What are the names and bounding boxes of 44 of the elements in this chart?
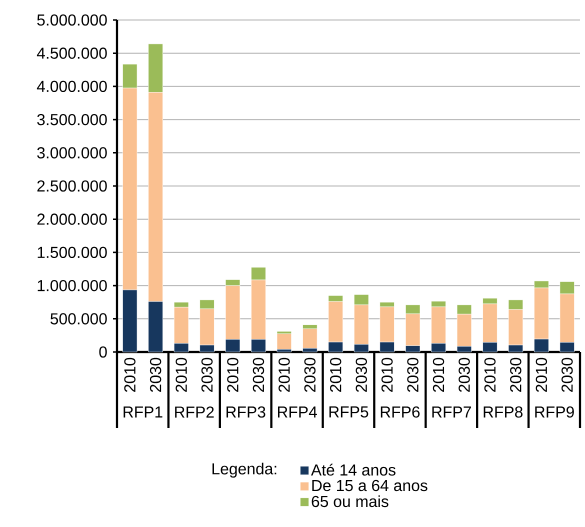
x-tick-label: 2030	[562, 358, 573, 392]
x-tick-label: 2010	[227, 358, 238, 392]
y-tick-label: 5.000.000	[37, 14, 107, 26]
x-tick-label: 2010	[536, 358, 548, 392]
x-tick-label: 2030	[458, 358, 470, 392]
text: RFP1	[124, 406, 162, 418]
x-tick-label: 2010	[124, 358, 136, 392]
y-tick-label: 0	[99, 346, 107, 358]
x-tick-label: 2030	[304, 358, 316, 392]
text: RFP4	[278, 406, 317, 418]
legend-label: 65 ou mais	[312, 495, 388, 508]
x-tick-label: 2010	[484, 358, 496, 392]
y-tick-label: 3.500.000	[37, 114, 107, 126]
x-tick-label: 2030	[510, 358, 522, 392]
text: RFP6	[380, 406, 420, 418]
legend-label: De 15 a 64 anos	[312, 480, 428, 492]
x-tick-label: 2030	[252, 358, 264, 392]
text: RFP8	[484, 406, 523, 418]
x-tick-label: 2030	[201, 358, 213, 392]
x-tick-label: 2010	[176, 358, 187, 392]
y-tick-label: 4.500.000	[36, 48, 107, 59]
x-tick-label: 2010	[432, 358, 444, 392]
y-tick-label: 4.000.000	[36, 80, 107, 92]
x-tick-label: 2030	[356, 358, 368, 392]
text: RFP5	[329, 406, 368, 418]
y-tick-label: 500.000	[50, 313, 107, 324]
text: RFP3	[226, 406, 266, 418]
x-tick-label: 2030	[407, 358, 418, 392]
y-tick-label: 2.500.000	[37, 180, 107, 192]
bar	[276, 334, 292, 350]
x-tick-label: 2010	[278, 358, 290, 392]
text: RFP9	[535, 406, 574, 418]
y-tick-label: 3.000.000	[37, 147, 107, 158]
x-tick-label: 2010	[330, 358, 342, 392]
y-tick-label: 2.000.000	[37, 214, 107, 225]
legend-label: Até 14 anos	[311, 464, 396, 476]
x-tick-label: 2010	[381, 358, 393, 392]
y-tick-label: 1.000.000	[38, 280, 107, 292]
text: RFP2	[175, 406, 214, 418]
legend-title: Legenda:	[212, 462, 276, 478]
text: RFP7	[432, 406, 471, 418]
x-tick-label: 2030	[150, 358, 162, 392]
bar	[302, 328, 318, 349]
y-tick-label: 1.500.000	[38, 246, 107, 258]
